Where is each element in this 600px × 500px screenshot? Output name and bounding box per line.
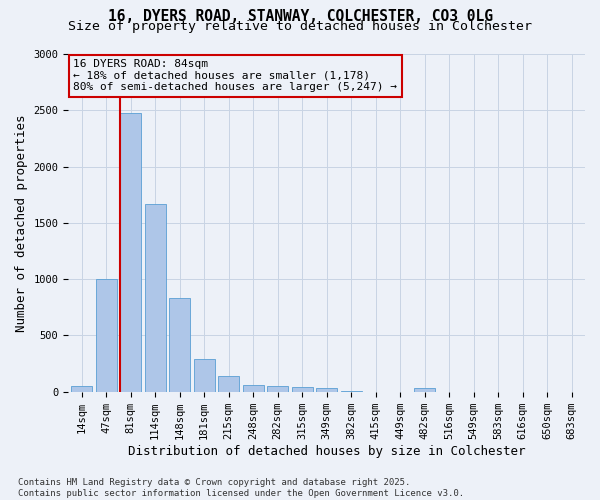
Bar bbox=[414, 388, 435, 392]
Text: Size of property relative to detached houses in Colchester: Size of property relative to detached ho… bbox=[68, 20, 532, 33]
Bar bbox=[243, 385, 263, 392]
Bar bbox=[169, 298, 190, 392]
Text: 16 DYERS ROAD: 84sqm
← 18% of detached houses are smaller (1,178)
80% of semi-de: 16 DYERS ROAD: 84sqm ← 18% of detached h… bbox=[73, 59, 397, 92]
Y-axis label: Number of detached properties: Number of detached properties bbox=[15, 114, 28, 332]
Bar bbox=[121, 112, 141, 392]
Bar bbox=[71, 386, 92, 392]
Text: 16, DYERS ROAD, STANWAY, COLCHESTER, CO3 0LG: 16, DYERS ROAD, STANWAY, COLCHESTER, CO3… bbox=[107, 9, 493, 24]
Bar bbox=[194, 359, 215, 392]
X-axis label: Distribution of detached houses by size in Colchester: Distribution of detached houses by size … bbox=[128, 444, 526, 458]
Bar bbox=[341, 391, 362, 392]
Bar bbox=[145, 204, 166, 392]
Bar bbox=[218, 376, 239, 392]
Bar bbox=[292, 387, 313, 392]
Text: Contains HM Land Registry data © Crown copyright and database right 2025.
Contai: Contains HM Land Registry data © Crown c… bbox=[18, 478, 464, 498]
Bar bbox=[96, 279, 116, 392]
Bar bbox=[316, 388, 337, 392]
Bar bbox=[267, 386, 288, 392]
